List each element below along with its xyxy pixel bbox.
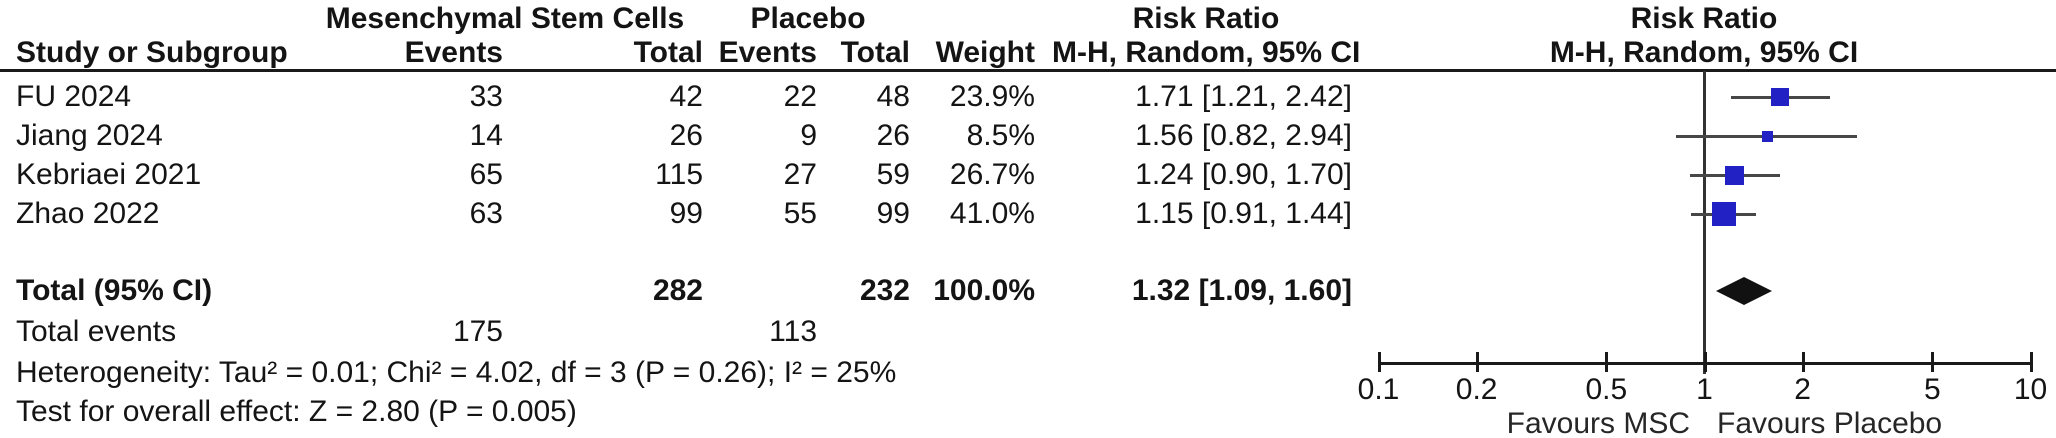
total-placebo: 59 [876,158,910,191]
total-msc: 115 [655,158,703,191]
axis-tick [1801,352,1805,372]
axis-tick-label: 10 [2013,373,2048,406]
events-placebo: 55 [783,197,817,230]
total-row-weight: 100.0% [933,274,1035,307]
col-header-total-msc: Total [633,36,703,69]
group-header-risk-ratio-text: Risk Ratio [1132,2,1280,35]
col-header-total-placebo: Total [840,36,910,69]
axis-tick [1377,352,1381,372]
study-name: FU 2024 [16,80,132,113]
total-row-rr-ci: 1.32 [1.09, 1.60] [1131,274,1352,307]
total-row-label: Total (95% CI) [16,274,213,307]
col-header-ci-text: M-H, Random, 95% CI [1052,36,1361,69]
header-rule [0,69,2056,72]
heterogeneity-text: Heterogeneity: Tau² = 0.01; Chi² = 4.02,… [16,356,897,389]
col-header-events-placebo: Events [718,36,817,69]
axis-tick-label: 0.5 [1585,373,1628,406]
axis-tick [1605,352,1609,372]
total-placebo: 99 [876,197,910,230]
weight: 41.0% [949,197,1035,230]
col-header-weight: Weight [935,36,1035,69]
total-msc: 99 [669,197,703,230]
col-header-ci-plot: M-H, Random, 95% CI [1549,36,1859,69]
total-events-label: Total events [16,315,177,348]
effect-square [1771,88,1790,106]
rr-ci-value: 1.56 [0.82, 2.94] [1135,119,1352,152]
weight: 8.5% [966,119,1035,152]
effect-square [1725,165,1745,185]
col-header-events-msc: Events [404,36,503,69]
axis-tick [1703,352,1707,372]
axis-tick-label: 0.1 [1357,373,1400,406]
total-events-placebo: 113 [769,315,817,348]
study-name: Jiang 2024 [16,119,163,152]
total-msc: 42 [669,80,703,113]
effect-square [1761,130,1773,142]
events-placebo: 22 [783,80,817,113]
effect-square [1712,202,1737,226]
col-header-study: Study or Subgroup [16,36,288,69]
total-row-total-placebo: 232 [859,274,910,307]
total-placebo: 26 [876,119,910,152]
axis-tick-label: 1 [1696,373,1713,406]
group-header-msc: Mesenchymal Stem Cells [325,2,685,35]
axis-tick [1931,352,1935,372]
rr-ci-value: 1.71 [1.21, 2.42] [1135,80,1352,113]
events-msc: 63 [469,197,503,230]
rr-ci-value: 1.24 [0.90, 1.70] [1135,158,1352,191]
events-placebo: 9 [800,119,817,152]
overall-effect-text: Test for overall effect: Z = 2.80 (P = 0… [16,395,577,428]
axis-tick-label: 2 [1794,373,1811,406]
axis-tick-label: 0.2 [1455,373,1498,406]
events-placebo: 27 [783,158,817,191]
events-msc: 65 [469,158,503,191]
axis-tick [2029,352,2033,372]
rr-ci-value: 1.15 [0.91, 1.44] [1135,197,1352,230]
study-name: Zhao 2022 [16,197,160,230]
null-effect-line [1703,71,1706,374]
weight: 26.7% [949,158,1035,191]
favours-left-label: Favours MSC [1506,407,1690,438]
favours-right-label: Favours Placebo [1717,407,1943,438]
group-header-placebo: Placebo [750,2,866,35]
weight: 23.9% [949,80,1035,113]
study-name: Kebriaei 2021 [16,158,202,191]
total-row-total-msc: 282 [652,274,703,307]
events-msc: 33 [469,80,503,113]
pooled-effect-diamond [1716,277,1772,305]
axis-tick-label: 5 [1924,373,1941,406]
total-events-msc: 175 [452,315,503,348]
axis-tick [1475,352,1479,372]
total-placebo: 48 [876,80,910,113]
events-msc: 14 [469,119,503,152]
group-header-risk-ratio-plot: Risk Ratio [1630,2,1778,35]
total-msc: 26 [669,119,703,152]
